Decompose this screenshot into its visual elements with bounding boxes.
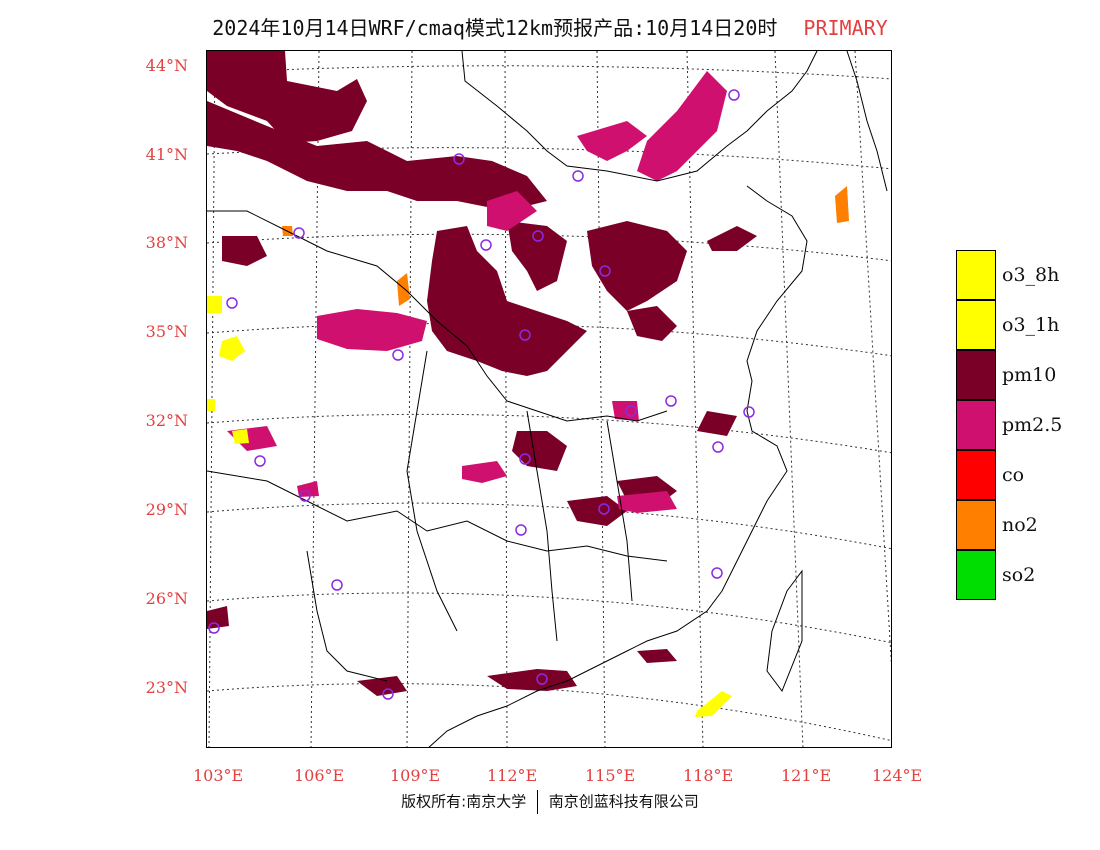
lon-label-115: 115°E xyxy=(585,766,636,785)
no2-regions xyxy=(282,186,849,306)
lat-label-38: 38°N xyxy=(145,233,188,252)
footer-separator xyxy=(537,790,539,814)
lon-label-109: 109°E xyxy=(390,766,441,785)
legend-label-so2: so2 xyxy=(1002,564,1036,586)
lon-label-106: 106°E xyxy=(294,766,345,785)
legend-swatch-so2 xyxy=(956,550,996,600)
map-title-text: 2024年10月14日WRF/cmaq模式12km预报产品:10月14日20时 xyxy=(212,16,778,40)
legend-label-o3-1h: o3_1h xyxy=(1002,314,1060,336)
lon-label-103: 103°E xyxy=(193,766,244,785)
lat-label-35: 35°N xyxy=(145,322,188,341)
copyright-footer: 版权所有:南京大学 南京创蓝科技有限公司 xyxy=(0,790,1100,814)
borders xyxy=(207,51,888,747)
lat-label-26: 26°N xyxy=(145,589,188,608)
legend-swatch-no2 xyxy=(956,500,996,550)
copyright-left: 版权所有:南京大学 xyxy=(401,792,527,811)
lon-label-124: 124°E xyxy=(872,766,923,785)
legend-swatch-pm10 xyxy=(956,350,996,400)
legend-label-pm25: pm2.5 xyxy=(1002,414,1063,436)
legend-swatch-o3-8h xyxy=(956,250,996,300)
pm10-regions xyxy=(207,51,757,696)
lat-label-41: 41°N xyxy=(145,145,188,164)
legend-label-o3-8h: o3_8h xyxy=(1002,264,1060,286)
map-canvas xyxy=(207,51,891,747)
lat-label-23: 23°N xyxy=(145,678,188,697)
lat-label-44: 44°N xyxy=(145,56,188,75)
lon-label-112: 112°E xyxy=(487,766,538,785)
pm25-regions xyxy=(227,71,727,513)
lat-label-29: 29°N xyxy=(145,500,188,519)
o3-regions xyxy=(207,296,732,717)
legend-label-co: co xyxy=(1002,464,1025,486)
copyright-right: 南京创蓝科技有限公司 xyxy=(548,792,699,811)
legend-swatch-co xyxy=(956,450,996,500)
lon-label-121: 121°E xyxy=(781,766,832,785)
primary-tag: PRIMARY xyxy=(803,16,888,40)
lat-label-32: 32°N xyxy=(145,411,188,430)
lon-label-118: 118°E xyxy=(683,766,734,785)
legend-label-pm10: pm10 xyxy=(1002,364,1057,386)
legend-swatch-o3-1h xyxy=(956,300,996,350)
legend-label-no2: no2 xyxy=(1002,514,1038,536)
legend-swatch-pm25 xyxy=(956,400,996,450)
map-title: 2024年10月14日WRF/cmaq模式12km预报产品:10月14日20时 … xyxy=(0,12,1100,41)
map-frame xyxy=(206,50,892,748)
city-markers xyxy=(208,89,755,700)
